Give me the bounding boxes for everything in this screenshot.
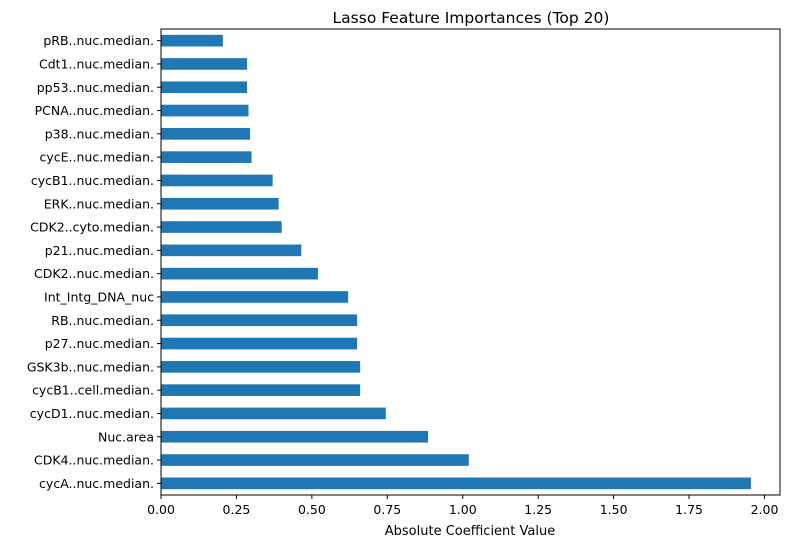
y-tick-label: cycB1..cell.median. (32, 383, 154, 398)
bar (161, 361, 361, 373)
x-tick-label: 0.00 (147, 502, 175, 517)
bar (161, 128, 251, 140)
bar (161, 151, 252, 163)
y-tick-label: p27..nuc.median. (45, 336, 154, 351)
bar (161, 104, 249, 117)
y-tick-label: pRB..nuc.median. (43, 33, 154, 48)
bar (161, 384, 361, 396)
y-tick-label: Int_Intg_DNA_nuc (44, 289, 154, 304)
bar (161, 314, 358, 327)
bar (161, 81, 247, 94)
y-tick-label: Nuc.area (98, 429, 154, 444)
bar (161, 477, 751, 490)
y-tick-label: cycE..nuc.median. (39, 150, 154, 165)
x-tick-label: 0.25 (223, 502, 251, 517)
bar (161, 34, 223, 47)
y-tick-label: CDK4..nuc.median. (34, 453, 154, 468)
x-tick-label: 0.50 (298, 502, 326, 517)
bar (161, 58, 247, 70)
bar (161, 174, 273, 187)
y-tick-label: ERK..nuc.median. (44, 196, 154, 211)
bar (161, 454, 469, 466)
bar (161, 407, 386, 420)
x-tick-label: 0.75 (373, 502, 401, 517)
y-axis: cycA..nuc.median. CDK4..nuc.median. Nuc.ar… (27, 33, 161, 491)
y-tick-label: RB..nuc.median. (51, 313, 154, 328)
x-axis: 0.00 0.25 0.50 0.75 1.00 1.25 1.50 1.75 2.00 (147, 495, 778, 517)
x-tick-label: 1.75 (675, 502, 703, 517)
y-tick-label: CDK2..nuc.median. (34, 266, 154, 281)
chart-title: Lasso Feature Importances (Top 20) (333, 9, 610, 27)
y-tick-label: cycD1..nuc.median. (30, 406, 154, 421)
y-tick-label: PCNA..nuc.median. (35, 103, 154, 118)
x-tick-label: 2.00 (751, 502, 779, 517)
bar (161, 430, 429, 443)
y-tick-label: Cdt1..nuc.median. (39, 56, 154, 71)
bar (161, 337, 358, 350)
y-tick-label: p21..nuc.median. (45, 243, 154, 258)
bar (161, 221, 282, 233)
bars (161, 34, 751, 490)
y-tick-label: p38..nuc.median. (45, 126, 154, 141)
plot-frame (160, 28, 781, 496)
y-tick-label: CDK2..cyto.median. (30, 220, 154, 235)
x-tick-label: 1.50 (600, 502, 628, 517)
y-tick-label: pp53..nuc.median. (37, 80, 154, 95)
y-tick-label: cycA..nuc.median. (39, 476, 154, 491)
bar (161, 244, 302, 257)
y-tick-label: GSK3b..nuc.median. (27, 359, 154, 374)
x-tick-label: 1.00 (449, 502, 477, 517)
y-tick-label: cycB1..nuc.median. (31, 173, 154, 188)
bar (161, 291, 349, 303)
x-axis-label: Absolute Coefficient Value (385, 524, 555, 539)
bar (161, 197, 279, 210)
x-tick-label: 1.25 (524, 502, 552, 517)
bar (161, 267, 318, 280)
